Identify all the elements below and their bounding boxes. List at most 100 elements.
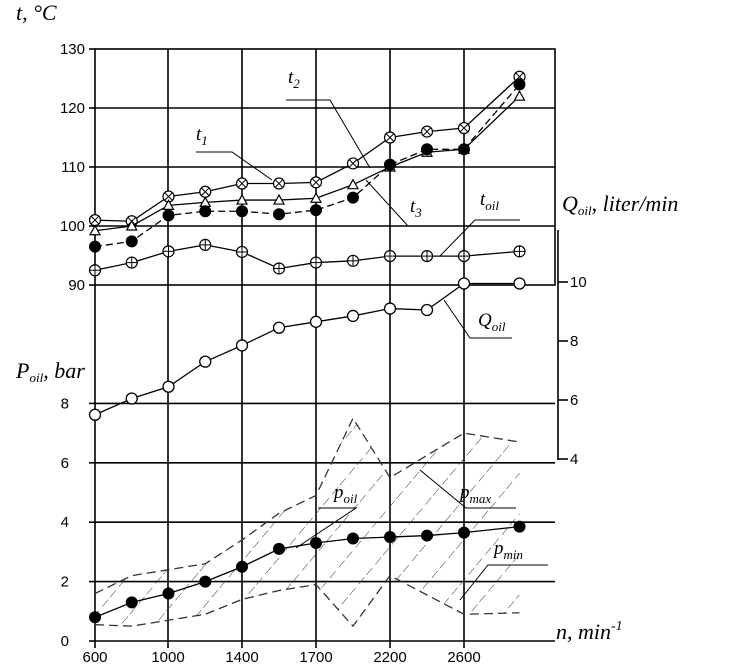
- leader-line-qoil: [443, 299, 512, 339]
- series-t-2-point: [199, 185, 212, 198]
- series-t-2-point-stroke: [348, 159, 358, 168]
- x-tick-label: 1400: [225, 649, 258, 666]
- series-t-oil-point: [272, 262, 286, 275]
- series-q-oil-point: [346, 309, 360, 323]
- series-t-2-point-stroke: [422, 127, 432, 136]
- pmin-envelope: [94, 574, 520, 628]
- series-q-oil-point: [235, 339, 249, 352]
- series-t-oil-point: [420, 249, 434, 263]
- series-t-2-line: [94, 76, 520, 222]
- series-t-2-point: [346, 157, 360, 170]
- series-t-2-point: [457, 121, 471, 135]
- series-t-3-point: [199, 205, 212, 218]
- series-p-oil-point: [236, 560, 248, 573]
- series-t-2-point-stroke: [274, 179, 284, 188]
- series-t-1-point: [88, 224, 102, 236]
- series-t-3-point: [347, 191, 359, 204]
- series-t-oil-point: [235, 245, 249, 259]
- label-t3: t3: [365, 179, 448, 227]
- label-pmin: pmin: [459, 538, 548, 601]
- series-t-oil-point: [383, 249, 397, 263]
- series-q-oil-point: [309, 315, 323, 328]
- series-t-3-point: [162, 209, 175, 222]
- series-t-3-point: [384, 158, 396, 171]
- series-t-2-point: [272, 177, 286, 190]
- svg-text:pmin: pmin: [492, 538, 523, 562]
- series-t-oil-point: [346, 254, 360, 267]
- flow-tick-label: 8: [570, 333, 578, 350]
- series-t-1-point: [513, 89, 526, 101]
- pressure-band: [94, 416, 520, 628]
- series-t-1-line: [94, 95, 520, 232]
- pressure-tick-label: 4: [61, 514, 69, 531]
- series-p-oil-point: [513, 520, 526, 533]
- pressure-tick-label: 2: [61, 574, 69, 591]
- series-q-oil-point: [88, 408, 102, 421]
- x-axis-title: n, min-1: [556, 619, 623, 644]
- series-t-2-point: [383, 131, 397, 144]
- series-q-oil-point: [457, 277, 471, 290]
- series-p-oil-point: [347, 532, 359, 545]
- series-p-oil-point: [125, 596, 138, 609]
- series-t-1-point: [309, 192, 323, 203]
- series-q-oil-point: [272, 321, 286, 334]
- series-p-oil-point: [89, 611, 101, 624]
- series-t-2-point-stroke: [385, 133, 395, 142]
- svg-text:t2: t2: [288, 67, 300, 91]
- series-q-oil-line: [94, 282, 520, 416]
- pressure-tick-label: 6: [61, 455, 69, 472]
- series-t-1-point: [162, 199, 175, 210]
- series-t-2-point: [309, 176, 323, 189]
- series-t-3-point: [310, 204, 322, 217]
- series-t-2-point-stroke: [164, 192, 173, 201]
- label-toil: toil: [439, 189, 520, 257]
- series-t-2-point: [420, 125, 434, 138]
- series-t-oil-point: [88, 264, 102, 277]
- series-t-3-point: [89, 240, 101, 253]
- label-pmax: pmax: [419, 469, 516, 509]
- series-q-oil-point: [513, 277, 526, 290]
- label-t1: t1: [196, 124, 273, 181]
- series-p-oil-point: [310, 536, 322, 549]
- series-q-oil-point: [199, 355, 212, 368]
- series-p-oil-point: [421, 529, 433, 542]
- series-p-oil-point: [199, 575, 212, 588]
- series-p-oil-point: [458, 526, 470, 539]
- series-t-1-point: [346, 178, 360, 190]
- series-t-2-point-stroke: [201, 187, 210, 196]
- svg-text:toil: toil: [480, 189, 499, 213]
- series-t-oil-point: [199, 238, 212, 251]
- leader-line-pmin: [459, 564, 548, 601]
- series-q-oil-point: [420, 303, 434, 317]
- series-t-3-point: [458, 143, 470, 156]
- leader-line-pmax: [419, 469, 516, 509]
- series-t-2-point: [235, 177, 249, 190]
- pressure-tick-label: 8: [61, 395, 69, 412]
- flow-axis-title: Qoil, liter/min: [562, 191, 678, 218]
- series-t-1-point: [272, 193, 286, 205]
- flow-tick-label: 10: [570, 274, 587, 291]
- leader-line-t2: [286, 99, 371, 169]
- series-t-oil-point: [513, 245, 526, 258]
- series-p-oil-point: [384, 531, 396, 544]
- temp-tick-label: 90: [68, 277, 85, 294]
- svg-text:t1: t1: [196, 124, 208, 148]
- temp-tick-label: 100: [60, 218, 85, 235]
- svg-text:poil: poil: [332, 482, 358, 506]
- series-p-oil-line: [94, 526, 520, 618]
- temperature-axis-title: t, °C: [16, 0, 57, 25]
- pressure-axis-title: Poil, bar: [15, 358, 85, 385]
- series-t-oil-point: [309, 256, 323, 269]
- svg-text:Qoil: Qoil: [478, 310, 506, 334]
- svg-text:t3: t3: [410, 196, 422, 220]
- temp-tick-label: 120: [60, 100, 85, 117]
- pressure-band-hatch: [95, 418, 520, 627]
- series-t-2-point-stroke: [311, 178, 321, 187]
- x-tick-label: 1000: [151, 649, 184, 666]
- series-t-3-line: [94, 83, 520, 248]
- series-q-oil-point: [383, 302, 397, 315]
- leader-line-poil: [295, 507, 358, 549]
- flow-tick-label: 4: [570, 451, 578, 468]
- series-t-1-point: [235, 193, 249, 205]
